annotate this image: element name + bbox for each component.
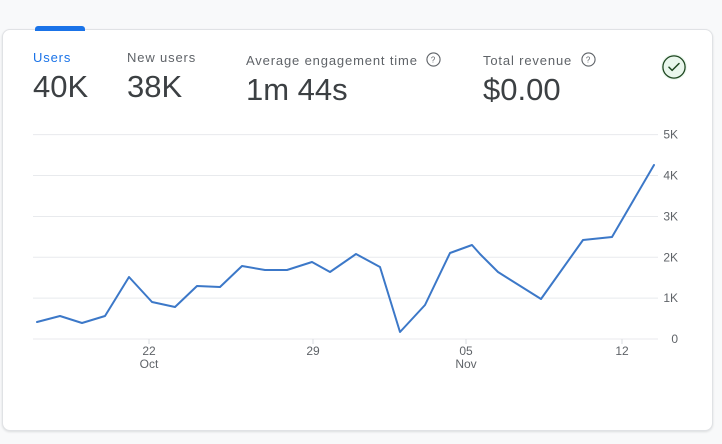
svg-text:22: 22	[142, 344, 156, 358]
svg-text:4K: 4K	[663, 169, 678, 183]
svg-text:5K: 5K	[663, 128, 678, 142]
svg-text:Nov: Nov	[455, 357, 476, 371]
svg-text:0: 0	[671, 332, 678, 346]
svg-text:3K: 3K	[663, 210, 678, 224]
svg-text:1K: 1K	[663, 291, 678, 305]
svg-text:12: 12	[615, 344, 629, 358]
svg-text:2K: 2K	[663, 250, 678, 264]
svg-text:29: 29	[306, 344, 320, 358]
svg-text:05: 05	[459, 344, 473, 358]
svg-text:Oct: Oct	[140, 357, 159, 371]
